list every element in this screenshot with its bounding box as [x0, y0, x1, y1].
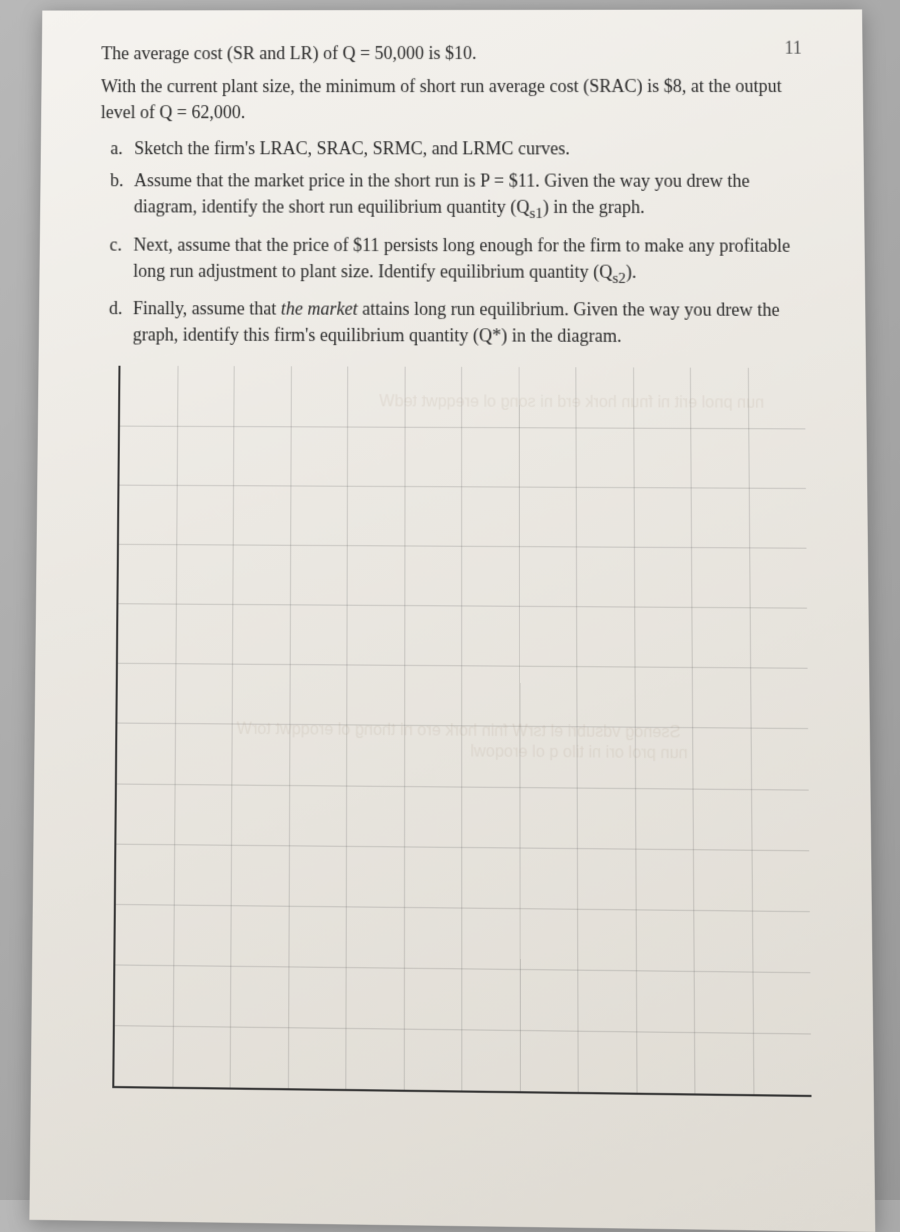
grid-hline: [119, 544, 807, 549]
question-text: Next, assume that the price of $11 persi…: [133, 234, 790, 282]
question-list: a.Sketch the firm's LRAC, SRAC, SRMC, an…: [99, 135, 815, 350]
question-text: Finally, assume that the market attains …: [133, 298, 780, 346]
grid-hline: [115, 964, 810, 973]
question-a: a.Sketch the firm's LRAC, SRAC, SRMC, an…: [110, 135, 813, 162]
grid-hline: [117, 723, 808, 730]
grid-hline: [117, 783, 809, 790]
list-marker: c.: [109, 231, 133, 257]
grid-hline: [118, 663, 808, 669]
page-number: 11: [784, 38, 802, 59]
list-marker: d.: [109, 295, 133, 321]
grid-vline: [747, 368, 754, 1094]
grid-vline: [230, 366, 235, 1087]
grid: [114, 366, 811, 1095]
grid-hline: [120, 425, 805, 429]
intro-line-2: With the current plant size, the minimum…: [101, 73, 813, 126]
question-text: Assume that the market price in the shor…: [134, 171, 750, 218]
list-marker: a.: [110, 135, 134, 161]
grid-vline: [345, 367, 348, 1090]
grid-vline: [461, 367, 462, 1091]
grid-hline: [118, 603, 807, 608]
grid-hline: [116, 904, 810, 912]
grid-vline: [633, 368, 637, 1093]
question-b: b.Assume that the market price in the sh…: [110, 167, 814, 226]
grid-hline: [115, 1025, 811, 1034]
grid-hline: [116, 843, 809, 851]
grid-vline: [690, 368, 696, 1094]
grid-vline: [575, 368, 578, 1093]
question-c: c.Next, assume that the price of $11 per…: [109, 231, 814, 290]
worksheet-page: 11 The average cost (SR and LR) of Q = 5…: [29, 9, 875, 1232]
list-marker: b.: [110, 167, 134, 193]
question-d: d.Finally, assume that the market attain…: [109, 295, 815, 350]
question-text: Sketch the firm's LRAC, SRAC, SRMC, and …: [134, 138, 570, 158]
grid-vline: [172, 366, 178, 1087]
grid-hline: [119, 484, 805, 488]
grid-vline: [518, 367, 520, 1091]
grid-vline: [403, 367, 405, 1090]
blank-graph-area: [91, 366, 811, 1140]
intro-line-1: The average cost (SR and LR) of Q = 50,0…: [101, 40, 812, 68]
grid-vline: [287, 367, 291, 1089]
